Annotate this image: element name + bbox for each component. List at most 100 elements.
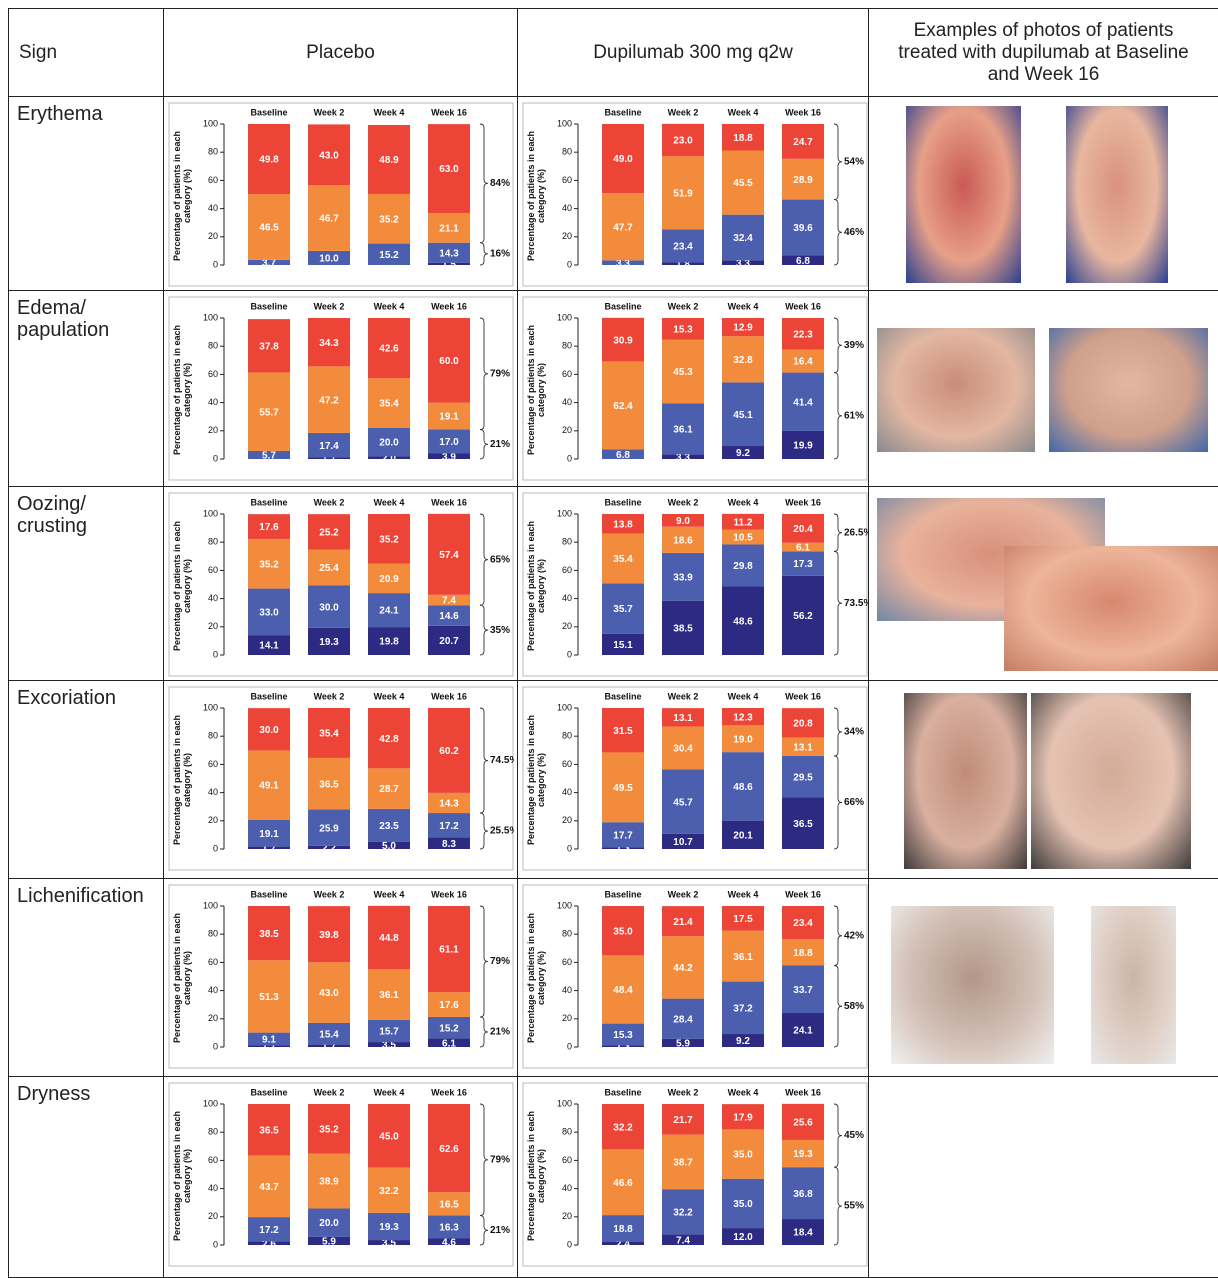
y-tick-label: 60	[562, 1155, 572, 1165]
bar-value-label: 30.9	[613, 335, 633, 346]
y-tick-label: 0	[213, 1239, 218, 1249]
bar-value-label: 48.6	[733, 782, 753, 793]
bar-value-label: 42.8	[379, 734, 399, 745]
bar-value-label: 20.8	[793, 718, 813, 729]
y-tick-label: 60	[208, 565, 218, 575]
photo	[1031, 693, 1191, 869]
y-tick-label: 0	[213, 259, 218, 269]
x-category-label: Week 4	[728, 301, 759, 311]
bar-value-label: 19.8	[379, 637, 399, 648]
brace-label: 79%	[490, 1154, 510, 1165]
y-tick-label: 0	[567, 259, 572, 269]
y-tick-label: 100	[203, 702, 218, 712]
bar-value-label: 49.1	[259, 781, 279, 792]
x-category-label: Baseline	[250, 691, 287, 701]
bar-value-label: 51.9	[673, 189, 693, 200]
y-axis-label: Percentage of patients in each category …	[526, 903, 546, 1053]
bar-value-label: 36.1	[379, 990, 399, 1001]
chart: 020406080100Baseline15.135.735.413.8Week…	[518, 487, 868, 679]
x-category-label: Week 4	[374, 1087, 405, 1097]
sign-cell: Lichenification	[9, 879, 164, 1077]
bar-value-label: 33.7	[793, 985, 813, 996]
header-row: Sign Placebo Dupilumab 300 mg q2w Exampl…	[9, 9, 1218, 97]
bar-value-label: 61.1	[439, 945, 459, 956]
x-category-label: Week 4	[728, 107, 759, 117]
y-tick-label: 0	[567, 453, 572, 463]
bar-value-label: 17.5	[733, 914, 753, 925]
x-category-label: Week 16	[431, 889, 467, 899]
bar-value-label: 5.7	[262, 451, 276, 462]
x-category-label: Week 2	[314, 691, 345, 701]
bar-value-label: 20.0	[319, 1218, 339, 1229]
bar-value-label: 32.2	[379, 1186, 399, 1197]
y-tick-label: 60	[208, 759, 218, 769]
brace-label: 46%	[844, 227, 864, 238]
y-axis-label: Percentage of patients in each category …	[172, 121, 192, 271]
bar-value-label: 7.4	[442, 596, 456, 607]
x-category-label: Week 16	[785, 107, 821, 117]
x-category-label: Baseline	[250, 301, 287, 311]
chart: 020406080100Baseline2.617.243.736.5Week …	[164, 1077, 514, 1276]
bar-value-label: 7.4	[676, 1235, 690, 1246]
bar-value-label: 30.4	[673, 744, 693, 755]
y-tick-label: 0	[567, 843, 572, 853]
y-axis-label: Percentage of patients in each category …	[526, 705, 546, 855]
bar-value-label: 35.4	[613, 554, 633, 565]
y-axis-label: Percentage of patients in each category …	[526, 1101, 546, 1251]
x-category-label: Baseline	[604, 1087, 641, 1097]
bar-value-label: 39.6	[793, 223, 813, 234]
brace	[480, 813, 488, 849]
y-axis-label: Percentage of patients in each category …	[526, 511, 546, 661]
x-category-label: Week 4	[374, 889, 405, 899]
bar-value-label: 3.9	[442, 452, 456, 463]
y-tick-label: 60	[562, 565, 572, 575]
x-category-label: Week 2	[668, 691, 699, 701]
bar-value-label: 30.0	[319, 602, 339, 613]
bar-value-label: 43.7	[259, 1182, 279, 1193]
y-tick-label: 40	[562, 1183, 572, 1193]
x-category-label: Week 16	[785, 1087, 821, 1097]
bar-value-label: 16.5	[439, 1200, 459, 1211]
y-tick-label: 80	[208, 1127, 218, 1137]
sign-cell: Erythema	[9, 97, 164, 291]
bar-value-label: 23.5	[379, 821, 399, 832]
y-axis-label: Percentage of patients in each category …	[172, 705, 192, 855]
photo	[906, 106, 1021, 283]
bar-value-label: 15.3	[673, 324, 693, 335]
bar-value-label: 46.5	[259, 223, 279, 234]
brace	[480, 708, 488, 813]
bar-value-label: 44.8	[379, 933, 399, 944]
brace-label: 26.5%	[844, 527, 868, 538]
brace	[834, 373, 842, 459]
bar-value-label: 28.9	[793, 175, 813, 186]
bar-value-label: 28.4	[673, 1014, 693, 1025]
x-category-label: Baseline	[604, 889, 641, 899]
bar-value-label: 35.2	[259, 559, 279, 570]
brace-label: 21%	[490, 439, 510, 450]
bar-value-label: 35.2	[379, 214, 399, 225]
y-tick-label: 80	[208, 929, 218, 939]
x-category-label: Week 2	[668, 107, 699, 117]
y-tick-label: 100	[203, 508, 218, 518]
y-tick-label: 40	[208, 787, 218, 797]
brace	[480, 430, 488, 459]
bar-value-label: 36.5	[319, 779, 339, 790]
sign-cell: Edema/ papulation	[9, 291, 164, 487]
y-tick-label: 80	[562, 929, 572, 939]
bar-value-label: 5.9	[322, 1236, 336, 1247]
bar-value-label: 19.1	[259, 829, 279, 840]
brace	[834, 966, 842, 1047]
y-tick-label: 100	[203, 900, 218, 910]
bar-value-label: 13.1	[673, 713, 693, 724]
bar-value-label: 35.4	[319, 729, 339, 740]
bar-value-label: 35.4	[379, 399, 399, 410]
bar-value-label: 19.3	[793, 1149, 813, 1160]
y-tick-label: 60	[562, 759, 572, 769]
bar-value-label: 6.1	[442, 1038, 456, 1049]
bar-value-label: 34.3	[319, 338, 339, 349]
x-category-label: Week 16	[785, 691, 821, 701]
